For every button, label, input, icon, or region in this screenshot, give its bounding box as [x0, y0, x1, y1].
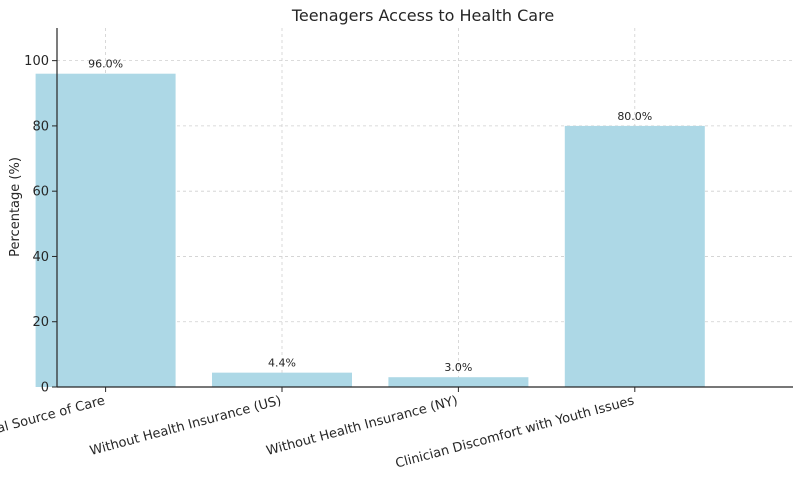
x-tick-label: Usual Source of Care: [0, 393, 107, 443]
data-label: 96.0%: [88, 58, 123, 71]
bar: [564, 125, 705, 387]
y-tick-label: 0: [41, 381, 49, 396]
y-tick-label: 80: [32, 119, 49, 134]
bar: [35, 73, 176, 387]
chart-title: Teenagers Access to Health Care: [291, 6, 554, 25]
data-labels: 96.0% 4.4% 3.0% 80.0%: [88, 58, 652, 375]
data-label: 80.0%: [617, 110, 652, 123]
y-tick-label: 20: [32, 315, 49, 330]
y-tick-label: 60: [32, 185, 49, 200]
axes: [56, 28, 793, 388]
x-tick-label: Without Health Insurance (US): [88, 393, 283, 459]
y-tick-label: 100: [24, 54, 49, 69]
bars: [35, 73, 705, 387]
bar: [388, 377, 529, 387]
y-axis-label: Percentage (%): [8, 157, 23, 257]
data-label: 4.4%: [268, 357, 296, 370]
y-tick-label: 40: [32, 250, 49, 265]
bar: [212, 372, 352, 387]
data-label: 3.0%: [444, 361, 472, 374]
